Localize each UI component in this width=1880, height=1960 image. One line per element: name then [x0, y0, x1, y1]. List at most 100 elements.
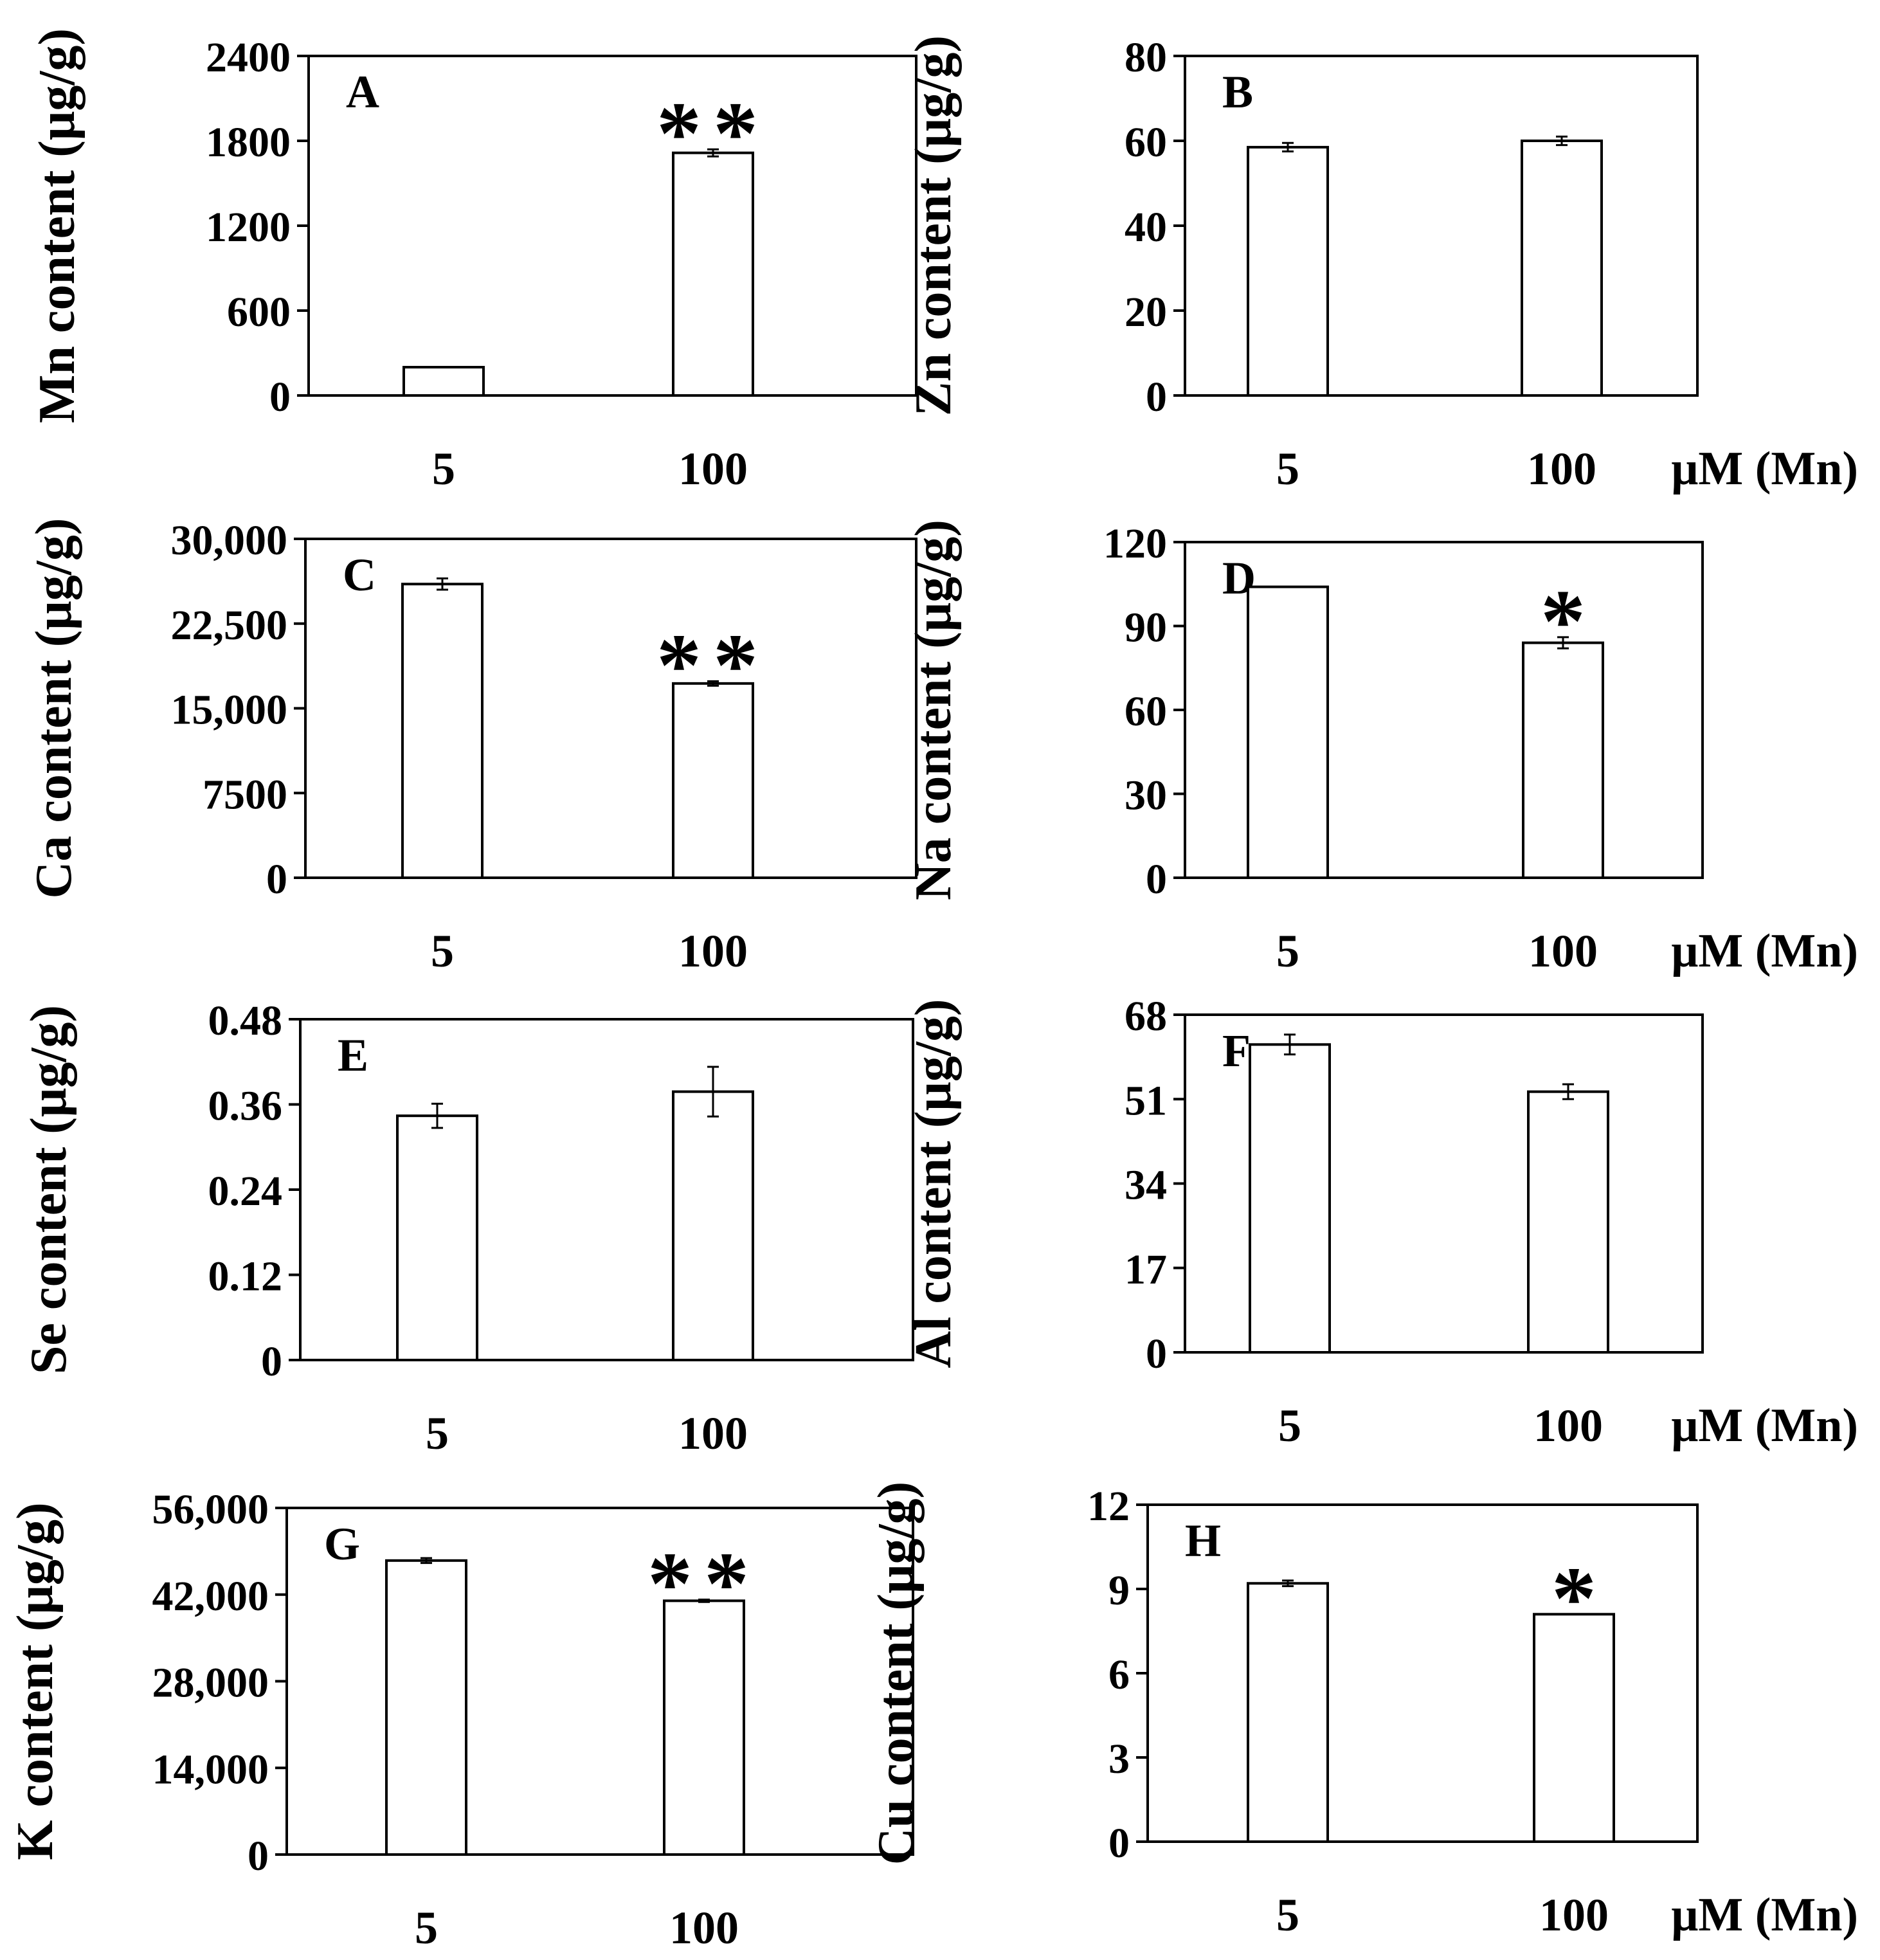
panel-c-ylabel: Ca content (μg/g) [26, 518, 82, 899]
panel-a-bar-5 [402, 366, 485, 397]
panel-c-ytick-label: 0 [266, 856, 287, 903]
panel-g-xtick-label: 100 [669, 1902, 739, 1954]
panel-c-ytick-label: 15,000 [171, 687, 288, 734]
panel-d-xtick-label: 100 [1528, 925, 1598, 977]
panel-b-ytick-label: 80 [1125, 34, 1167, 81]
panel-h-bar-100 [1533, 1613, 1615, 1844]
panel-h-letter: H [1185, 1515, 1221, 1566]
panel-b-ylabel: Zn content (μg/g) [905, 35, 962, 416]
panel-d-ytick-label: 120 [1103, 520, 1167, 567]
panel-h-ytick-label: 0 [1108, 1820, 1130, 1867]
panel-a-frame [307, 55, 917, 397]
panel-a-ytick-label: 1800 [206, 119, 291, 166]
panel-f-ytick-label: 17 [1125, 1246, 1167, 1293]
panel-h-ylabel: Cu content (μg/g) [868, 1482, 925, 1865]
panel-a-ytick-label: 2400 [206, 34, 291, 81]
panel-c-xtick-label: 100 [678, 925, 748, 977]
panel-g-bar-5 [385, 1559, 467, 1856]
panel-e-ytick-label: 0.36 [208, 1083, 283, 1130]
panel-e-bar-100 [672, 1090, 754, 1361]
panel-f-x-unit-label: μM (Mn) [1671, 1399, 1858, 1452]
panel-c-significance-marker: ** [656, 615, 770, 715]
panel-a-ylabel: Mn content (μg/g) [29, 28, 86, 423]
panel-e-ytick-label: 0.12 [208, 1253, 283, 1300]
panel-e-xtick-label: 100 [678, 1408, 748, 1459]
panel-c-ytick-label: 7500 [203, 771, 287, 818]
panel-c-bar-100 [672, 682, 754, 880]
panel-e-ytick-label: 0.48 [208, 997, 283, 1044]
panel-b-bar-5 [1247, 145, 1329, 397]
panel-h-bar-5 [1247, 1582, 1329, 1843]
panel-a-xtick-label: 100 [678, 443, 748, 495]
panel-g-ytick-label: 42,000 [152, 1573, 269, 1620]
panel-d-bar-100 [1522, 641, 1604, 879]
panel-g-ylabel: K content (μg/g) [7, 1502, 64, 1860]
panel-d-significance-marker: * [1541, 572, 1586, 671]
panel-d-ylabel: Na content (μg/g) [905, 520, 962, 900]
panel-g-ytick-label: 14,000 [152, 1746, 269, 1793]
panel-g-significance-marker: ** [647, 1534, 761, 1633]
panel-h-x-unit-label: μM (Mn) [1671, 1889, 1858, 1941]
panel-e-ylabel: Se content (μg/g) [21, 1005, 77, 1374]
panel-h-ytick-label: 6 [1108, 1651, 1130, 1698]
panel-g-frame [285, 1507, 914, 1856]
panel-a-letter: A [346, 66, 379, 118]
panel-e-xtick-label: 5 [426, 1408, 449, 1459]
panel-g-ytick-label: 28,000 [152, 1660, 269, 1707]
panel-a-significance-marker: ** [656, 84, 770, 183]
panel-f-bar-5 [1249, 1043, 1331, 1354]
panel-g-ytick-label: 0 [248, 1833, 269, 1880]
panel-g-bar-100 [663, 1599, 745, 1856]
panel-e-bar-5 [396, 1114, 478, 1361]
panel-h-ytick-label: 12 [1087, 1483, 1130, 1530]
panel-c-letter: C [343, 549, 376, 601]
panel-h-xtick-label: 5 [1276, 1889, 1299, 1941]
panel-b-x-unit-label: μM (Mn) [1671, 442, 1858, 495]
panel-d-x-unit-label: μM (Mn) [1671, 925, 1858, 977]
panel-c-ytick-label: 30,000 [171, 517, 288, 564]
panel-h-ytick-label: 9 [1108, 1567, 1130, 1614]
panel-h-xtick-label: 100 [1539, 1889, 1609, 1941]
panel-f-ytick-label: 68 [1125, 993, 1167, 1040]
panel-e-frame [299, 1018, 914, 1361]
panel-a-ytick-label: 1200 [206, 204, 291, 251]
panel-a-xtick-label: 5 [432, 443, 455, 495]
panel-c-bar-5 [401, 583, 484, 879]
panel-b-ytick-label: 60 [1125, 119, 1167, 166]
panel-h-ytick-label: 3 [1108, 1736, 1130, 1783]
panel-b-ytick-label: 40 [1125, 204, 1167, 251]
panel-f-xtick-label: 100 [1533, 1400, 1603, 1451]
panel-b-bar-100 [1521, 140, 1603, 397]
panel-c-xtick-label: 5 [431, 925, 454, 977]
panel-f-xtick-label: 5 [1278, 1400, 1301, 1451]
panel-b-xtick-label: 5 [1276, 443, 1299, 495]
panel-e-ytick-label: 0 [261, 1338, 282, 1385]
panel-f-letter: F [1222, 1025, 1251, 1076]
panel-f-ytick-label: 34 [1125, 1162, 1167, 1209]
panel-g-letter: G [324, 1518, 360, 1570]
panel-f-ytick-label: 0 [1146, 1330, 1167, 1377]
panel-e-ytick-label: 0.24 [208, 1168, 283, 1215]
panel-d-xtick-label: 5 [1276, 925, 1299, 977]
panel-h-significance-marker: * [1551, 1548, 1596, 1648]
panel-d-bar-5 [1247, 585, 1329, 879]
panel-g-xtick-label: 5 [415, 1902, 438, 1954]
panel-d-ytick-label: 60 [1125, 688, 1167, 735]
panel-b-xtick-label: 100 [1527, 443, 1596, 495]
panel-b-letter: B [1222, 66, 1253, 118]
panel-d-ytick-label: 30 [1125, 772, 1167, 819]
panel-a-ytick-label: 600 [227, 289, 291, 336]
panel-d-ytick-label: 90 [1125, 604, 1167, 651]
panel-f-ytick-label: 51 [1125, 1077, 1167, 1124]
panel-d-ytick-label: 0 [1146, 856, 1167, 903]
panel-a-bar-100 [672, 151, 754, 397]
panel-f-bar-100 [1527, 1090, 1609, 1354]
panel-a-ytick-label: 0 [269, 374, 291, 421]
panel-e-letter: E [338, 1030, 368, 1081]
panel-c-frame [304, 538, 917, 879]
panel-b-ytick-label: 0 [1146, 374, 1167, 421]
panel-g-ytick-label: 56,000 [152, 1486, 269, 1533]
panel-f-ylabel: Al content (μg/g) [905, 999, 962, 1368]
panel-b-ytick-label: 20 [1125, 289, 1167, 336]
